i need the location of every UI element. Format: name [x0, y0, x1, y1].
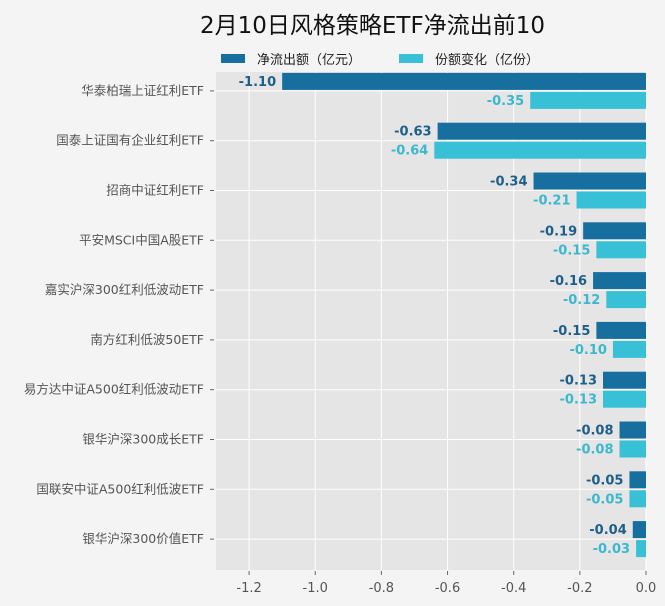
data-label: -0.08	[576, 443, 613, 458]
data-label: -0.15	[553, 324, 590, 339]
legend-item-net-outflow: 净流出额（亿元）	[221, 49, 361, 68]
bar-share-change	[612, 340, 646, 358]
data-label: -0.64	[391, 144, 428, 159]
bar-net-outflow	[437, 122, 646, 140]
bar-net-outflow	[593, 272, 646, 290]
x-tick-label: -0.8	[369, 581, 394, 596]
x-tick-label: 0.0	[636, 581, 657, 596]
legend-swatch	[399, 54, 423, 63]
data-label: -0.35	[487, 94, 524, 109]
legend-label: 净流出额（亿元）	[257, 53, 362, 68]
data-label: -0.08	[576, 424, 613, 439]
bar-net-outflow	[629, 471, 646, 489]
category-label: 国联安中证A500红利低波ETF	[36, 481, 204, 496]
category-label: 银华沪深300成长ETF	[82, 432, 204, 447]
bar-share-change	[636, 540, 646, 558]
data-label: -0.16	[550, 274, 587, 289]
x-tick-label: -1.2	[236, 581, 261, 596]
data-label: -0.12	[563, 293, 600, 308]
data-label: -1.10	[239, 75, 276, 90]
category-label: 易方达中证A500红利低波动ETF	[24, 382, 204, 397]
category-label: 平安MSCI中国A股ETF	[79, 232, 204, 247]
category-label: 招商中证红利ETF	[106, 183, 204, 198]
bar-net-outflow	[282, 72, 646, 90]
data-label: -0.15	[553, 243, 590, 258]
bar-share-change	[629, 490, 646, 508]
data-label: -0.04	[589, 523, 626, 538]
legend-item-share-change: 份额变化（亿份）	[399, 49, 539, 68]
bar-share-change	[434, 141, 646, 159]
category-label: 南方红利低波50ETF	[90, 332, 204, 347]
x-tick-label: -0.6	[435, 581, 460, 596]
bar-share-change	[606, 291, 646, 309]
bar-net-outflow	[596, 321, 646, 339]
bar-share-change	[576, 191, 646, 209]
data-label: -0.21	[533, 194, 570, 209]
data-label: -0.05	[586, 492, 623, 507]
x-tick-label: -0.4	[501, 581, 526, 596]
category-label: 嘉实沪深300红利低波动ETF	[45, 282, 204, 297]
category-label: 华泰柏瑞上证红利ETF	[81, 83, 204, 98]
bar-net-outflow	[533, 172, 646, 190]
category-label: 国泰上证国有企业红利ETF	[56, 133, 204, 148]
legend-swatch	[221, 54, 245, 63]
data-label: -0.13	[560, 393, 597, 408]
bar-net-outflow	[632, 521, 646, 539]
x-tick-label: -1.0	[303, 581, 328, 596]
bar-net-outflow	[619, 421, 646, 439]
data-label: -0.19	[540, 224, 577, 239]
x-tick-label: -0.2	[567, 581, 592, 596]
bar-share-change	[530, 91, 646, 109]
data-label: -0.10	[569, 343, 606, 358]
data-label: -0.05	[586, 473, 623, 488]
legend-label: 份额变化（亿份）	[435, 53, 540, 68]
bar-share-change	[603, 390, 646, 408]
bar-share-change	[619, 440, 646, 458]
bar-net-outflow	[603, 371, 646, 389]
chart-title: 2月10日风格策略ETF净流出前10	[200, 13, 545, 39]
bar-net-outflow	[583, 222, 646, 240]
category-label: 银华沪深300价值ETF	[82, 531, 204, 546]
data-label: -0.34	[490, 175, 527, 190]
data-label: -0.03	[593, 542, 630, 557]
bar-share-change	[596, 241, 646, 259]
data-label: -0.13	[560, 374, 597, 389]
data-label: -0.63	[394, 125, 431, 140]
